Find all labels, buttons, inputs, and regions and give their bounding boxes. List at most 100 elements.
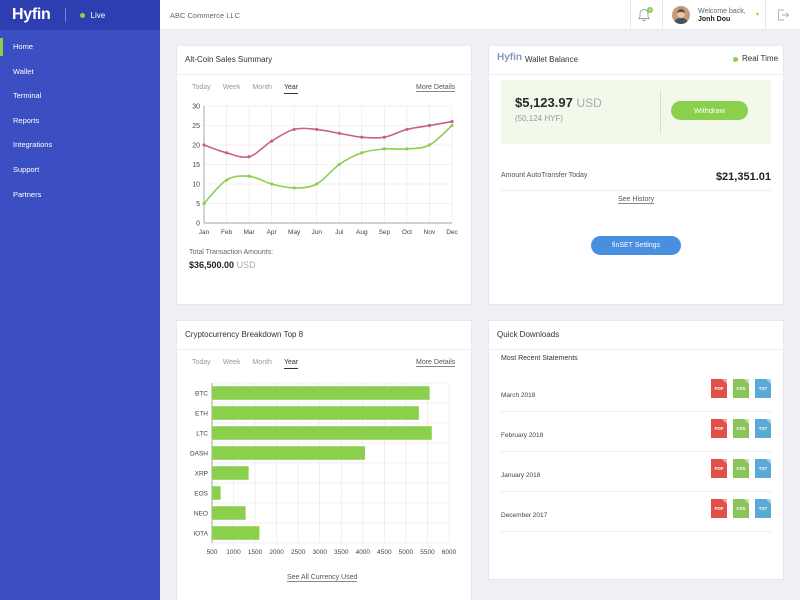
txt-file-icon[interactable]: TXT bbox=[755, 499, 771, 518]
x-tick-label: May bbox=[288, 229, 301, 236]
pdf-file-icon[interactable]: PDF bbox=[711, 379, 727, 398]
statement-label: February 2018 bbox=[501, 432, 544, 439]
card-title: Quick Downloads bbox=[497, 330, 560, 339]
tab-month[interactable]: Month bbox=[252, 359, 272, 366]
data-point bbox=[270, 139, 274, 143]
x-tick-label: Oct bbox=[402, 229, 412, 236]
csv-file-icon[interactable]: CSV bbox=[733, 499, 749, 518]
y-tick-label: LTC bbox=[196, 431, 208, 438]
statement-label: January 2018 bbox=[501, 472, 541, 479]
chevron-down-icon[interactable]: ▼ bbox=[755, 12, 760, 18]
more-details-link[interactable]: More Details bbox=[416, 84, 456, 92]
x-tick-label: 6000 bbox=[442, 549, 457, 556]
topbar-divider bbox=[662, 0, 663, 30]
sidebar-item-partners[interactable]: Partners bbox=[13, 189, 42, 199]
y-tick-label: 25 bbox=[192, 123, 200, 130]
autotransfer-label: Amount AutoTransfer Today bbox=[501, 172, 588, 179]
top-bar: ABC Commerce LLC 4 Welcome back, Jonh Do… bbox=[160, 0, 800, 30]
tab-month[interactable]: Month bbox=[252, 84, 272, 91]
x-tick-label: Feb bbox=[221, 229, 233, 236]
pdf-file-icon[interactable]: PDF bbox=[711, 499, 727, 518]
list-item: January 2018 PDF CSV TXT bbox=[501, 452, 771, 492]
autotransfer-value: $21,351.01 bbox=[715, 171, 771, 183]
y-tick-label: XRP bbox=[195, 471, 208, 478]
data-point bbox=[202, 143, 206, 147]
x-tick-label: 5000 bbox=[399, 549, 414, 556]
data-point bbox=[315, 182, 319, 186]
csv-file-icon[interactable]: CSV bbox=[733, 459, 749, 478]
sidebar-item-integrations[interactable]: Integrations bbox=[13, 140, 53, 150]
avatar[interactable] bbox=[672, 6, 690, 24]
data-point bbox=[427, 143, 432, 147]
list-item: February 2018 PDF CSV TXT bbox=[501, 412, 771, 452]
x-tick-label: 3500 bbox=[334, 549, 349, 556]
x-tick-label: 500 bbox=[207, 549, 218, 556]
crypto-bar-chart: 500 1000 1500 2000 2500 3000 3500 4000 4500 5000 5… bbox=[190, 382, 457, 556]
statement-label: December 2017 bbox=[501, 512, 548, 519]
data-point bbox=[450, 123, 454, 128]
bar-dash bbox=[212, 446, 365, 460]
quick-downloads-card: Quick Downloads bbox=[488, 320, 784, 580]
notification-badge: 4 bbox=[647, 7, 653, 13]
tab-week[interactable]: Week bbox=[222, 84, 241, 91]
divider bbox=[501, 190, 771, 191]
list-item: March 2018 PDF CSV TXT bbox=[501, 372, 771, 412]
see-all-currency-link[interactable]: See All Currency Used bbox=[287, 574, 358, 582]
y-tick-label: BTC bbox=[195, 391, 208, 398]
txt-file-icon[interactable]: TXT bbox=[755, 379, 771, 398]
x-tick-label: Jul bbox=[335, 229, 344, 236]
csv-file-icon[interactable]: CSV bbox=[733, 379, 749, 398]
pdf-file-icon[interactable]: PDF bbox=[711, 419, 727, 438]
data-point bbox=[360, 151, 364, 155]
y-tick-label: IOTA bbox=[193, 531, 208, 538]
statements-heading: Most Recent Statements bbox=[501, 355, 578, 362]
bell-icon[interactable] bbox=[637, 8, 651, 22]
balance-divider bbox=[660, 90, 661, 134]
x-tick-label: 1500 bbox=[248, 549, 263, 556]
brand-bar: Hyfin Live bbox=[0, 0, 160, 30]
x-tick-label: Sep bbox=[379, 229, 391, 236]
topbar-divider bbox=[630, 0, 631, 30]
x-tick-label: 4500 bbox=[377, 549, 392, 556]
tab-week[interactable]: Week bbox=[222, 359, 241, 366]
data-point bbox=[337, 162, 341, 167]
logout-icon[interactable] bbox=[776, 8, 790, 22]
sidebar-item-reports[interactable]: Reports bbox=[13, 115, 40, 125]
tab-year[interactable]: Year bbox=[283, 359, 299, 369]
card-title: Alt-Coin Sales Summary bbox=[185, 55, 273, 64]
x-tick-label: 5500 bbox=[420, 549, 435, 556]
series-line-2 bbox=[203, 124, 453, 205]
sidebar-item-wallet[interactable]: Wallet bbox=[13, 66, 34, 76]
see-history-link[interactable]: See History bbox=[618, 196, 655, 204]
app-logo[interactable]: Hyfin bbox=[12, 6, 51, 23]
sales-line-chart: 0 5 10 15 20 25 30 Jan Feb Mar Apr May Jun Jul Aug Sep O… bbox=[192, 104, 458, 237]
realtime-dot bbox=[733, 57, 738, 62]
data-point bbox=[202, 201, 206, 206]
data-point bbox=[270, 182, 274, 186]
tab-year[interactable]: Year bbox=[283, 84, 299, 94]
y-tick-label: NEO bbox=[194, 511, 208, 518]
data-point bbox=[382, 135, 386, 139]
tab-today[interactable]: Today bbox=[192, 84, 211, 91]
withdraw-button[interactable]: Withdraw bbox=[671, 101, 748, 120]
finset-settings-button[interactable]: finSET Settings bbox=[591, 236, 681, 255]
pdf-file-icon[interactable]: PDF bbox=[711, 459, 727, 478]
csv-file-icon[interactable]: CSV bbox=[733, 419, 749, 438]
bar-btc bbox=[212, 386, 430, 400]
x-tick-label: Dec bbox=[446, 229, 458, 236]
bar-ltc bbox=[212, 426, 432, 440]
more-details-link[interactable]: More Details bbox=[416, 359, 456, 367]
sidebar-item-terminal[interactable]: Terminal bbox=[13, 91, 42, 101]
brand-divider bbox=[64, 8, 66, 22]
sidebar-item-home[interactable]: Home bbox=[0, 36, 160, 61]
x-tick-label: Aug bbox=[356, 229, 368, 236]
txt-file-icon[interactable]: TXT bbox=[755, 419, 771, 438]
tab-today[interactable]: Today bbox=[192, 359, 211, 366]
statement-label: March 2018 bbox=[501, 392, 536, 399]
sidebar-item-support[interactable]: Support bbox=[13, 164, 40, 174]
x-tick-label: Mar bbox=[243, 229, 255, 236]
username[interactable]: Jonh Dou bbox=[698, 16, 731, 23]
txt-file-icon[interactable]: TXT bbox=[755, 459, 771, 478]
balance-amount: $5,123.97 USD bbox=[515, 95, 602, 110]
bar-eth bbox=[212, 406, 419, 420]
